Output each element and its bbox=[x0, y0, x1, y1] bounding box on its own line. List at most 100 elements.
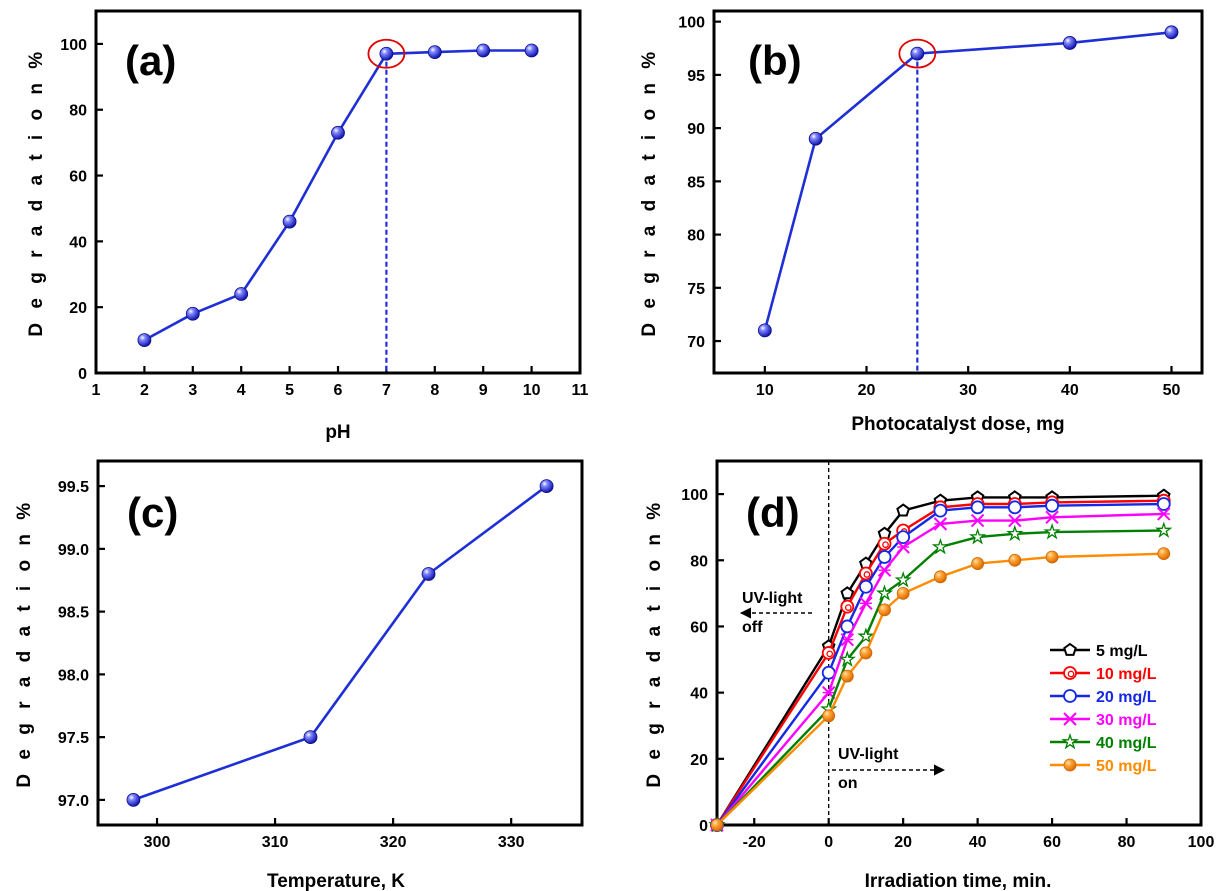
y-axis-title: D e g r a d a t i o n % bbox=[26, 47, 47, 336]
legend-marker bbox=[1063, 666, 1077, 680]
x-tick-label: 50 bbox=[1163, 382, 1181, 399]
data-point bbox=[1006, 524, 1024, 542]
data-point bbox=[838, 650, 856, 667]
series-line bbox=[132, 485, 548, 802]
data-point bbox=[840, 599, 855, 614]
legend-marker bbox=[1063, 689, 1077, 703]
plot-frame bbox=[96, 459, 584, 827]
data-point bbox=[877, 550, 892, 564]
x-tick-label: 3 bbox=[188, 382, 197, 399]
data-point bbox=[757, 323, 772, 338]
y-axis-title: D e g r a d a t i o n % bbox=[644, 498, 665, 787]
data-point bbox=[539, 479, 554, 494]
data-point bbox=[1007, 500, 1022, 515]
chart-panel-d: (d) Irradiation time, min. D e g r a d a… bbox=[644, 459, 1214, 891]
chart-panel-a: (a) pH D e g r a d a t i o n % 1 2 3 4 5 6 7 8 9… bbox=[26, 9, 589, 443]
data-point bbox=[379, 46, 394, 61]
data-point bbox=[896, 540, 910, 554]
x-tick-label: 7 bbox=[382, 382, 391, 399]
x-tick-label: -20 bbox=[743, 834, 766, 851]
x-tick-label: 8 bbox=[430, 382, 439, 399]
data-point bbox=[137, 333, 152, 347]
data-point bbox=[476, 43, 491, 58]
data-point bbox=[821, 646, 836, 660]
plot-frame bbox=[712, 9, 1204, 375]
y-tick-label: 99.5 bbox=[58, 479, 89, 496]
data-point bbox=[840, 632, 855, 647]
series-line bbox=[143, 49, 532, 342]
legend: 5 mg/L 10 mg/L 20 mg/L 30 mg/L 40 mg/L 50 mg/… bbox=[1050, 642, 1157, 775]
y-tick-label: 80 bbox=[687, 228, 705, 245]
data-point bbox=[877, 563, 892, 577]
legend-label: 50 mg/L bbox=[1096, 758, 1157, 775]
highlight-circle bbox=[898, 38, 937, 69]
x-tick-label: 5 bbox=[285, 382, 294, 399]
data-point bbox=[859, 579, 873, 594]
panel-label: (a) bbox=[125, 37, 176, 84]
x-axis-title: Irradiation time, min. bbox=[865, 871, 1052, 891]
data-point bbox=[1008, 553, 1022, 567]
uv-off-label-line2: off bbox=[742, 619, 763, 636]
x-axis-title: Temperature, K bbox=[267, 871, 405, 891]
data-point bbox=[282, 214, 297, 229]
x-tick-label: 4 bbox=[237, 382, 246, 399]
x-tick-label: 2 bbox=[140, 382, 149, 399]
data-point bbox=[126, 792, 141, 807]
x-tick-label: 20 bbox=[858, 382, 876, 399]
x-tick-label: 0 bbox=[824, 834, 833, 851]
legend-label: 5 mg/L bbox=[1096, 643, 1148, 660]
x-tick-label: 310 bbox=[262, 834, 289, 851]
x-tick-label: 80 bbox=[1118, 834, 1136, 851]
x-tick-label: 60 bbox=[1043, 834, 1061, 851]
y-tick-label: 40 bbox=[69, 234, 87, 251]
y-tick-label: 60 bbox=[69, 169, 87, 186]
y-axis-title: D e g r a d a t i o n % bbox=[14, 498, 35, 787]
x-tick-label: 30 bbox=[959, 382, 977, 399]
x-tick-label: 20 bbox=[894, 834, 912, 851]
data-point bbox=[1008, 513, 1022, 528]
y-tick-label: 98.0 bbox=[58, 667, 89, 684]
data-point bbox=[970, 513, 985, 528]
y-tick-label: 98.5 bbox=[58, 605, 89, 622]
data-point bbox=[821, 665, 836, 680]
data-point bbox=[894, 570, 912, 588]
x-tick-label: 10 bbox=[756, 382, 774, 399]
x-tick-label: 6 bbox=[334, 382, 343, 399]
data-point bbox=[896, 586, 910, 600]
data-point bbox=[524, 43, 539, 58]
data-point bbox=[840, 586, 855, 600]
uv-on-label-line1: UV-light bbox=[838, 746, 899, 763]
y-tick-label: 80 bbox=[69, 103, 87, 120]
data-point bbox=[427, 45, 442, 60]
y-tick-label: 80 bbox=[690, 553, 708, 570]
data-point bbox=[1043, 523, 1061, 540]
y-tick-label: 100 bbox=[678, 15, 705, 32]
data-point bbox=[303, 730, 318, 745]
data-point bbox=[1045, 498, 1059, 513]
legend-label: 20 mg/L bbox=[1096, 689, 1157, 706]
data-point bbox=[710, 818, 724, 832]
legend-marker bbox=[1063, 758, 1077, 772]
series-line bbox=[716, 502, 1164, 826]
y-tick-label: 85 bbox=[687, 174, 705, 191]
data-point bbox=[896, 530, 911, 545]
data-point bbox=[857, 627, 875, 644]
y-tick-label: 97.5 bbox=[58, 730, 89, 747]
uv-off-label-line1: UV-light bbox=[742, 590, 803, 607]
data-point bbox=[970, 500, 985, 515]
data-point bbox=[859, 596, 873, 610]
y-tick-label: 100 bbox=[60, 37, 87, 54]
data-point bbox=[1045, 550, 1059, 564]
x-tick-label: 11 bbox=[572, 382, 589, 399]
x-tick-label: 40 bbox=[1061, 382, 1079, 399]
y-tick-label: 0 bbox=[78, 366, 87, 383]
data-point bbox=[878, 603, 891, 617]
legend-marker bbox=[1063, 642, 1077, 656]
x-tick-label: 40 bbox=[969, 834, 987, 851]
y-tick-label: 95 bbox=[687, 68, 705, 85]
y-tick-label: 90 bbox=[687, 121, 705, 138]
legend-label: 40 mg/L bbox=[1096, 735, 1157, 752]
y-tick-label: 97.0 bbox=[58, 793, 89, 810]
y-tick-label: 0 bbox=[699, 818, 708, 835]
